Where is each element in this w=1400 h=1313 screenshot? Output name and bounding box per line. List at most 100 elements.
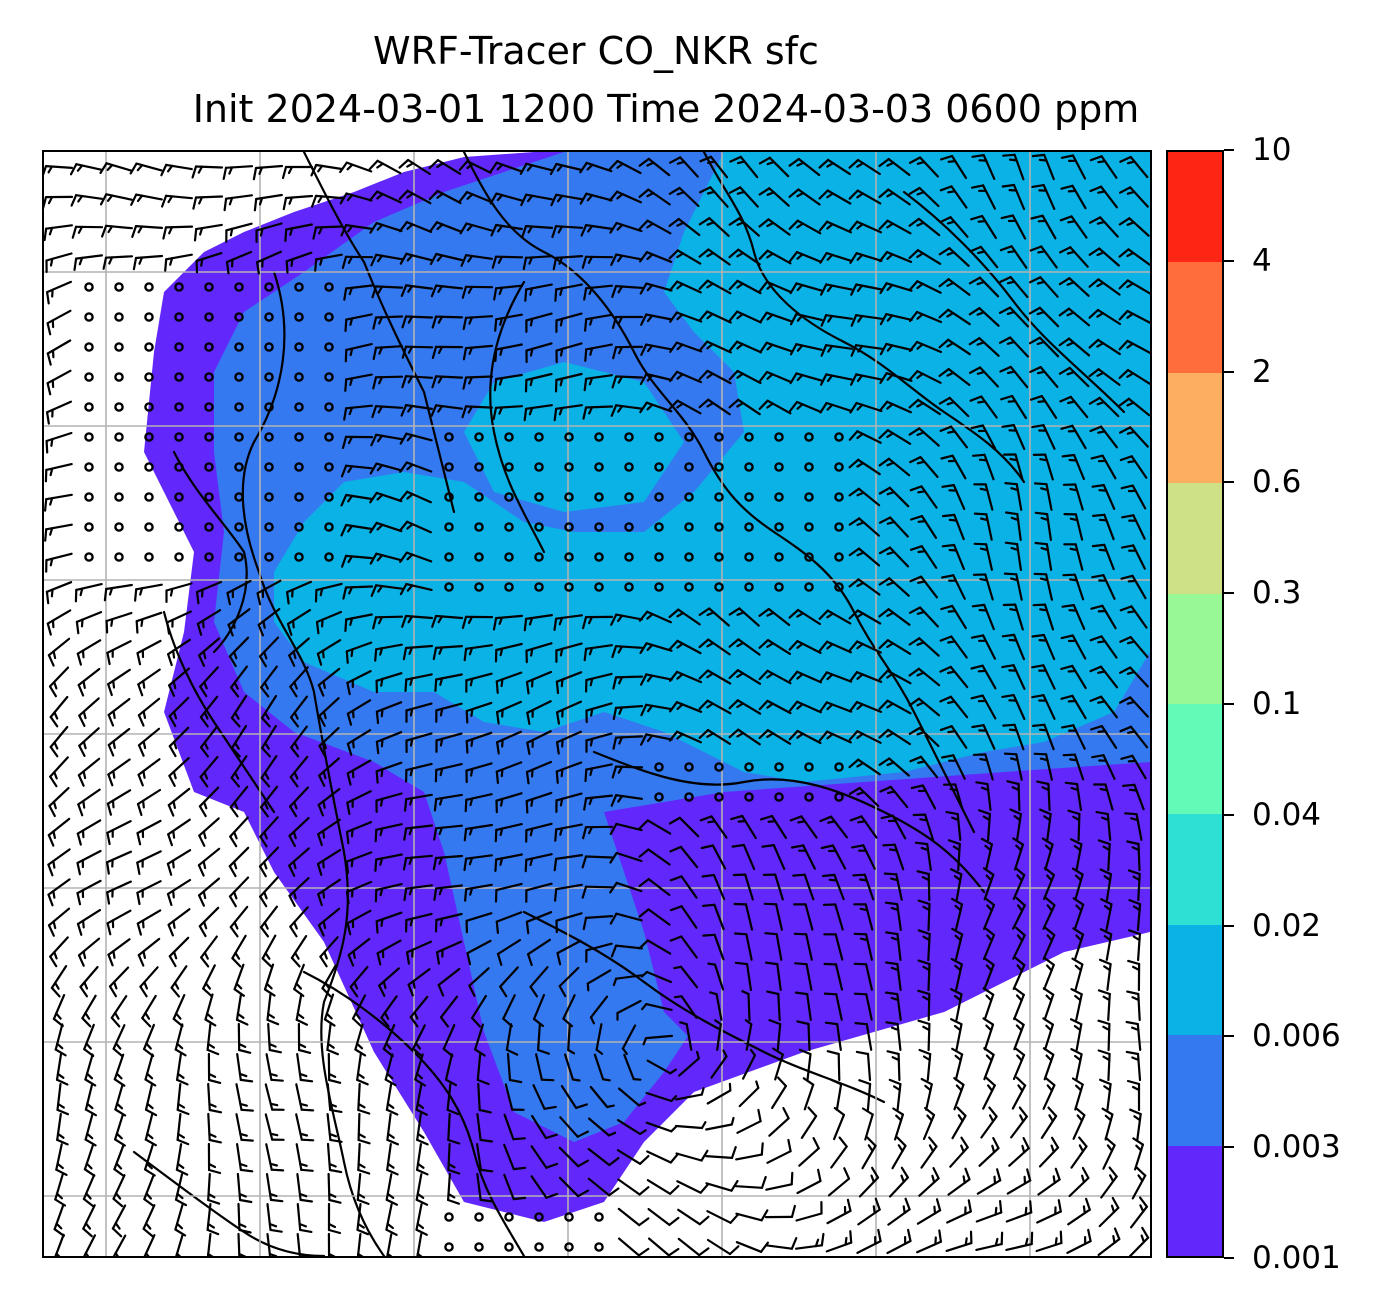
wind-barb-staff [386, 1233, 393, 1256]
wind-barb-feather [954, 934, 962, 942]
wind-barb-feather [1004, 541, 1019, 546]
wind-barb-staff [1012, 664, 1026, 690]
wind-barb-feather [886, 642, 895, 648]
wind-barb-feather [1009, 577, 1019, 582]
wind-barb-feather [969, 395, 983, 402]
wind-barb-staff [526, 700, 552, 714]
wind-barb-feather [886, 432, 895, 438]
wind-barb-feather [176, 1108, 190, 1116]
calm-wind-circle [114, 342, 124, 352]
wind-barb-staff [707, 248, 731, 266]
wind-barb-staff [1015, 543, 1023, 571]
wind-barb-feather [416, 1168, 429, 1176]
wind-barb-feather [758, 639, 770, 649]
wind-barb-staff [896, 932, 902, 962]
wind-barb-feather [470, 738, 474, 748]
wind-barb-feather [403, 887, 408, 902]
wind-barb-feather [545, 1192, 559, 1199]
calm-wind-circle [294, 492, 304, 502]
wind-barb-feather [351, 709, 355, 719]
wind-barb-staff [917, 217, 941, 237]
wind-barb-feather [76, 832, 82, 846]
wind-barb-feather [321, 649, 325, 659]
wind-barb-feather [530, 647, 534, 657]
colorbar-tick-label: 0.006 [1252, 1018, 1341, 1055]
wind-barb-staff [797, 157, 821, 177]
wind-barb-feather [668, 1184, 680, 1195]
wind-barb-feather [701, 873, 716, 878]
wind-barb-feather [203, 741, 209, 750]
wind-barb-staff [615, 851, 643, 863]
wind-barb-feather [826, 403, 834, 411]
wind-barb-feather [886, 550, 896, 556]
wind-barb-feather [833, 1106, 846, 1117]
wind-barb-staff [735, 1212, 763, 1222]
wind-barb-feather [371, 405, 378, 419]
wind-barb-staff [236, 1142, 242, 1172]
wind-barb-feather [848, 547, 861, 557]
wind-barb-staff [645, 282, 673, 292]
wind-barb-feather [639, 642, 648, 655]
wind-barb-feather [736, 372, 744, 379]
calm-wind-circle [144, 282, 154, 292]
wind-barb-feather [706, 251, 715, 258]
wind-barb-feather [233, 860, 238, 870]
wind-barb-feather [856, 462, 865, 468]
wind-barb-staff [1099, 425, 1119, 449]
wind-barb-staff [416, 1142, 422, 1172]
wind-barb-staff [824, 344, 854, 350]
wind-barb-feather [980, 837, 994, 846]
wind-barb-staff [706, 340, 732, 354]
lat-lon-gridlines [44, 152, 1150, 1256]
wind-barb-feather [728, 638, 740, 648]
wind-barb-feather [558, 984, 567, 998]
wind-barb-staff [675, 311, 703, 323]
wind-barb-feather [916, 431, 925, 436]
wind-barb-feather [676, 190, 686, 196]
wind-barb-feather [1069, 1018, 1083, 1026]
wind-barb-feather [529, 317, 534, 327]
calm-wind-circle [324, 312, 334, 322]
wind-barb-feather [976, 370, 986, 375]
wind-barb-feather [983, 956, 995, 966]
wind-barb-feather [1060, 184, 1074, 190]
wind-barb-feather [172, 889, 175, 899]
wind-barb-feather [676, 373, 684, 380]
wind-barb-staff [46, 339, 72, 355]
wind-barb-staff [525, 670, 553, 684]
wind-barb-feather [854, 1021, 868, 1026]
wind-barb-feather [1071, 957, 1084, 966]
wind-barb-feather [1072, 897, 1085, 906]
calm-wind-circle [474, 522, 484, 532]
calm-wind-circle [174, 282, 184, 292]
wind-barb-staff [585, 313, 613, 321]
wind-barb-feather [173, 950, 178, 960]
wind-barb-staff [888, 577, 910, 597]
calm-wind-circle [444, 582, 454, 592]
wind-barb-staff [175, 1233, 184, 1256]
wind-barb-staff [978, 307, 1000, 327]
wind-barb-staff [465, 254, 493, 260]
wind-barb-staff [260, 694, 278, 720]
calm-wind-circle [834, 582, 844, 592]
calm-wind-circle [774, 492, 784, 502]
wind-barb-feather [1128, 898, 1142, 906]
colorbar-tick [1224, 1257, 1234, 1259]
wind-barb-feather [638, 1186, 650, 1196]
wind-barb-feather [849, 815, 863, 822]
wind-barb-staff [585, 161, 613, 173]
wind-barb-staff [237, 1202, 241, 1232]
wind-barb-feather [1007, 400, 1017, 403]
wind-barb-feather [112, 710, 116, 720]
wind-barb-feather [137, 683, 144, 697]
wind-barb-feather [763, 902, 778, 906]
wind-barb-staff [856, 640, 882, 654]
wind-barb-feather [977, 809, 992, 816]
wind-barb-feather [1088, 247, 1101, 256]
wind-barb-feather [571, 1078, 581, 1082]
wind-barb-feather [376, 952, 382, 966]
wind-barb-feather [107, 713, 115, 727]
wind-barb-staff [1036, 1210, 1062, 1224]
wind-barb-staff [375, 433, 403, 441]
map-panel[interactable] [42, 150, 1152, 1258]
